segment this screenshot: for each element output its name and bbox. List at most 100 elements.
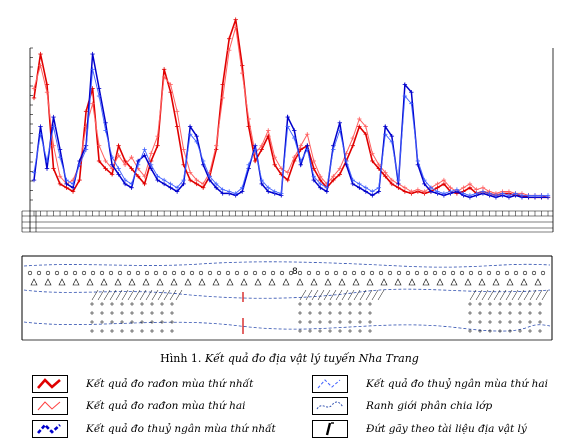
data-point [38, 132, 43, 137]
data-point [448, 189, 453, 194]
data-point [441, 177, 447, 183]
rubble-symbol [128, 278, 136, 286]
data-point [389, 177, 395, 183]
data-point [51, 166, 56, 171]
data-point [103, 158, 108, 164]
gravel-symbol [81, 270, 87, 276]
data-point [350, 135, 356, 141]
rubble-symbol [520, 278, 528, 286]
data-point [337, 166, 342, 171]
data-point [435, 185, 440, 190]
data-point [187, 177, 193, 183]
data-point [194, 139, 199, 145]
data-point [493, 193, 499, 198]
rubble-symbol [380, 278, 388, 286]
rock-hatch [371, 289, 379, 301]
rubble-symbol [72, 278, 80, 286]
data-point [38, 124, 43, 129]
rock-hatch [377, 289, 385, 301]
rock-hatch [145, 289, 153, 301]
data-point [233, 191, 238, 196]
gravel-symbol [324, 270, 330, 276]
gravel-symbol [342, 270, 348, 276]
data-point [513, 191, 518, 196]
rock-hatch [317, 289, 325, 301]
rubble-symbol [464, 278, 472, 286]
rubble-symbol [114, 278, 122, 286]
thick-blue-dashed-zigzag-icon [32, 420, 68, 438]
legend-item-boundary: Ranh giới phân chia lớp [312, 397, 492, 415]
legend-label: Kết quả đo thuỷ ngân mùa thứ nhất [86, 423, 276, 435]
data-point [31, 170, 37, 175]
layer-boundary [23, 321, 551, 332]
layer-boundary [23, 288, 551, 299]
rubble-symbol [366, 278, 374, 286]
gravel-symbol [36, 270, 42, 276]
data-point [428, 185, 434, 190]
gravel-symbol [234, 270, 240, 276]
data-point [402, 185, 408, 190]
data-point [194, 133, 199, 139]
legend-item-radon-2: Kết quả đo rađon mùa thứ hai [32, 397, 246, 415]
data-point [116, 143, 121, 148]
data-point [142, 181, 147, 187]
gravel-symbol [270, 270, 276, 276]
data-point [415, 158, 421, 164]
gravel-symbol [423, 270, 429, 276]
data-point [83, 109, 89, 114]
data-point [383, 174, 388, 179]
data-point [409, 101, 414, 106]
legend-label: Đứt gãy theo tài liệu địa vật lý [366, 423, 527, 435]
data-point [116, 153, 121, 158]
data-point [207, 174, 212, 179]
data-point [213, 143, 219, 148]
data-point [70, 181, 76, 187]
data-point [350, 181, 356, 187]
data-point [545, 193, 551, 198]
gravel-symbol [108, 270, 114, 276]
gravel-symbol [441, 270, 447, 276]
rock-hatch [481, 289, 489, 301]
data-point [38, 63, 43, 68]
data-point [324, 189, 329, 194]
data-point [272, 162, 277, 167]
data-point [259, 177, 264, 183]
data-point [402, 189, 408, 194]
rock-hatch [299, 289, 307, 301]
gravel-symbol [378, 270, 384, 276]
data-point [370, 158, 375, 164]
data-point [467, 193, 473, 198]
data-point [318, 185, 323, 190]
data-point [174, 109, 180, 114]
gravel-symbol [315, 270, 321, 276]
data-point [181, 181, 186, 187]
data-point [168, 181, 173, 187]
data-point [161, 74, 167, 80]
rock-hatch [311, 289, 319, 301]
data-point [461, 191, 466, 196]
rock-hatch [359, 289, 367, 301]
data-point [259, 181, 264, 187]
data-point [44, 166, 50, 171]
data-point [363, 124, 369, 129]
rock-hatch [151, 289, 159, 301]
gravel-symbol [171, 270, 177, 276]
data-point [57, 174, 63, 179]
data-point [44, 158, 50, 164]
data-point [168, 82, 173, 87]
gravel-symbol [360, 270, 366, 276]
gravel-symbol [90, 270, 96, 276]
data-point [220, 95, 225, 101]
data-point [441, 191, 447, 196]
legend-label: Kết quả đo rađon mùa thứ hai [86, 400, 246, 412]
series-layer [31, 17, 551, 200]
data-point [318, 174, 323, 179]
rock-hatch [529, 289, 537, 301]
chart-frame [21, 47, 554, 233]
data-point [422, 181, 427, 187]
data-point [253, 143, 258, 148]
data-point [350, 177, 356, 183]
rubble-symbol [352, 278, 360, 286]
gravel-symbol [297, 270, 303, 276]
data-point [253, 158, 258, 164]
